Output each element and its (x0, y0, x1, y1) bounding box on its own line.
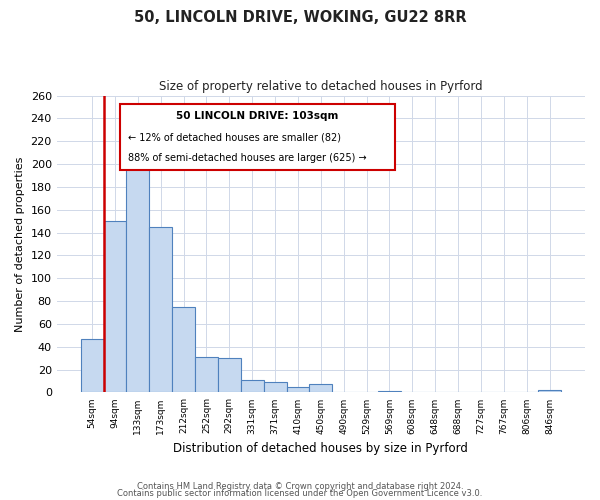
Bar (149, 227, 172, 392)
Text: ← 12% of detached houses are smaller (82): ← 12% of detached houses are smaller (82… (128, 132, 341, 142)
Bar (263, 382, 287, 392)
Bar (127, 160, 149, 392)
Bar (218, 358, 241, 392)
Text: Contains HM Land Registry data © Crown copyright and database right 2024.: Contains HM Land Registry data © Crown c… (137, 482, 463, 491)
Title: Size of property relative to detached houses in Pyrford: Size of property relative to detached ho… (159, 80, 482, 93)
Bar (310, 384, 332, 392)
Text: 88% of semi-detached houses are larger (625) →: 88% of semi-detached houses are larger (… (128, 153, 367, 163)
Bar (538, 390, 561, 392)
Bar (195, 357, 218, 392)
Y-axis label: Number of detached properties: Number of detached properties (15, 156, 25, 332)
Text: Contains public sector information licensed under the Open Government Licence v3: Contains public sector information licen… (118, 490, 482, 498)
Bar (104, 221, 127, 392)
Text: 50, LINCOLN DRIVE, WOKING, GU22 8RR: 50, LINCOLN DRIVE, WOKING, GU22 8RR (134, 10, 466, 25)
Bar (172, 307, 195, 392)
FancyBboxPatch shape (120, 104, 395, 170)
Bar (241, 380, 263, 392)
Text: 50 LINCOLN DRIVE: 103sqm: 50 LINCOLN DRIVE: 103sqm (176, 111, 338, 121)
Bar (80, 339, 104, 392)
X-axis label: Distribution of detached houses by size in Pyrford: Distribution of detached houses by size … (173, 442, 468, 455)
Bar (287, 386, 310, 392)
